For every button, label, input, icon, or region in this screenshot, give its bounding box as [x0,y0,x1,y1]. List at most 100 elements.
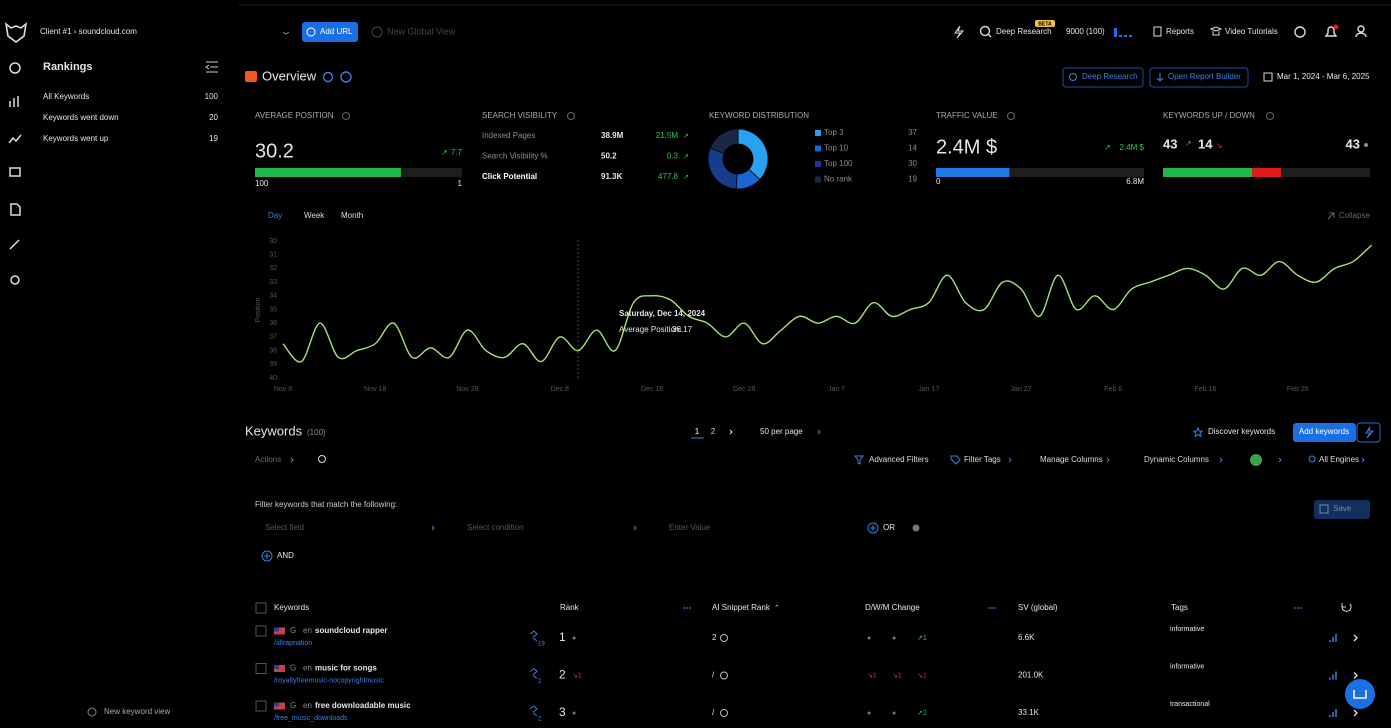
link-icon[interactable] [529,667,538,679]
new-view-icon[interactable] [87,707,97,717]
sidebar-item[interactable]: All Keywords [43,92,89,101]
settings-icon[interactable] [322,71,334,83]
help-icon[interactable] [340,71,352,83]
bell-icon[interactable] [1324,26,1338,37]
collapse-icon[interactable] [1327,212,1335,220]
y-tick-label: 33 [269,279,277,286]
globe-icon[interactable] [1250,454,1262,466]
nav-rankings[interactable] [9,96,19,107]
per-page-caret[interactable] [817,429,821,435]
range-tab[interactable]: Day [268,211,282,220]
column-header[interactable]: Keywords [274,603,309,612]
page-number[interactable]: 1 [695,427,700,436]
tutorials-link[interactable]: Video Tutorials [1225,27,1278,36]
client-selector[interactable]: Client #1 › soundcloud.com [40,27,137,36]
sidebar-item[interactable]: Keywords went down [43,113,119,122]
report-builder-button[interactable] [1149,67,1249,88]
nav-trends[interactable] [8,134,22,144]
x-tick-label: Dec 28 [733,386,755,393]
help-icon[interactable] [1294,26,1306,38]
per-page[interactable]: 50 per page [760,427,803,436]
star-icon [1192,426,1204,438]
remove-icon[interactable] [912,524,920,532]
row-checkbox[interactable] [255,700,267,712]
tutorials-icon[interactable] [1209,26,1223,36]
nav-edit[interactable] [9,239,20,250]
link-icon[interactable] [529,705,538,717]
row-expand[interactable] [1353,634,1358,642]
lightning-button[interactable] [1356,422,1381,443]
sidebar-collapse[interactable] [205,61,218,73]
ai-icon [720,671,728,680]
dwm-change: ● [892,710,896,717]
row-expand[interactable] [1353,672,1358,679]
add-url-button[interactable] [302,22,358,42]
deep-research-link[interactable]: Deep Research [996,27,1052,36]
toolbar-button[interactable]: Filter Tags [964,455,1001,464]
deep-research-button[interactable] [1062,67,1144,88]
x-tick-label: Feb 16 [1195,386,1217,393]
user-icon[interactable] [1357,25,1365,33]
value-input[interactable]: Enter Value [669,523,711,532]
keyword[interactable]: music for songs [315,664,377,673]
card-title: AVERAGE POSITION [255,111,334,120]
column-header[interactable]: AI Snippet Rank [712,603,771,612]
history-icon[interactable] [1329,671,1337,680]
sidebar-item[interactable]: Keywords went up [43,134,109,143]
logo[interactable] [4,22,28,43]
chat-button[interactable] [1345,679,1375,709]
history-icon[interactable] [1329,709,1337,717]
discover-keywords[interactable]: Discover keywords [1208,427,1275,436]
history-icon[interactable] [1329,634,1337,642]
flag-icon [274,627,285,635]
select-condition[interactable]: Select condition [467,523,523,532]
select-field[interactable]: Select field [265,523,304,532]
ranking-url[interactable]: /royaltyfreemusic-nocopyrightmusic [274,677,384,684]
nav-docs[interactable] [10,203,21,216]
legend-label: Top 3 [824,128,844,137]
client-caret[interactable] [282,31,290,35]
keyword[interactable]: free downloadable music [315,701,411,710]
collapse-label[interactable]: Collapse [1339,211,1371,220]
toolbar-button[interactable]: All Engines [1319,455,1359,464]
y-tick-label: 37 [269,334,277,341]
new-view-icon[interactable] [371,26,383,38]
toolbar-button[interactable]: Advanced Filters [869,455,929,464]
row-checkbox[interactable] [255,663,267,674]
range-tab[interactable]: Month [341,211,363,220]
column-header[interactable]: D/W/M Change [865,603,920,612]
calendar-icon[interactable] [1263,72,1273,82]
toolbar-button[interactable]: Actions [255,455,281,464]
toolbar-button[interactable]: Manage Columns [1040,455,1103,464]
nav-reports[interactable] [9,167,21,177]
column-header[interactable]: Tags [1171,603,1188,612]
link-icon[interactable] [529,630,538,642]
column-header[interactable]: SV (global) [1018,603,1058,612]
page-number[interactable]: 2 [711,427,716,436]
nav-dashboard[interactable] [9,62,21,74]
dwm-change: ↘1 [892,672,902,679]
y-axis-label: Position [255,297,262,322]
date-range[interactable]: Mar 1, 2024 - Mar 6, 2025 [1277,72,1370,81]
next-page[interactable] [729,429,733,435]
reports-link[interactable]: Reports [1166,27,1194,36]
reports-icon[interactable] [1153,26,1162,37]
row-expand[interactable] [1353,709,1358,717]
search-icon[interactable] [979,25,991,37]
ranking-url[interactable]: /free_music_downloads [274,715,348,722]
or-button[interactable]: OR [883,523,895,532]
new-keyword-view[interactable]: New keyword view [104,707,170,716]
new-view-label[interactable]: New Global View [387,26,456,36]
column-header[interactable]: Rank [560,603,580,612]
refresh-icon[interactable] [1341,603,1352,612]
range-tab[interactable]: Week [304,211,325,220]
row-checkbox[interactable] [255,625,267,637]
and-button[interactable]: AND [277,551,294,560]
ranking-url[interactable]: /allrapnation [274,640,312,647]
nav-settings[interactable] [10,275,20,285]
select-all[interactable] [255,602,267,614]
keyword[interactable]: soundcloud rapper [315,626,387,635]
bolt-icon[interactable] [954,25,965,39]
toolbar-button[interactable]: Dynamic Columns [1144,455,1209,464]
add-keywords-button[interactable] [1293,423,1356,442]
